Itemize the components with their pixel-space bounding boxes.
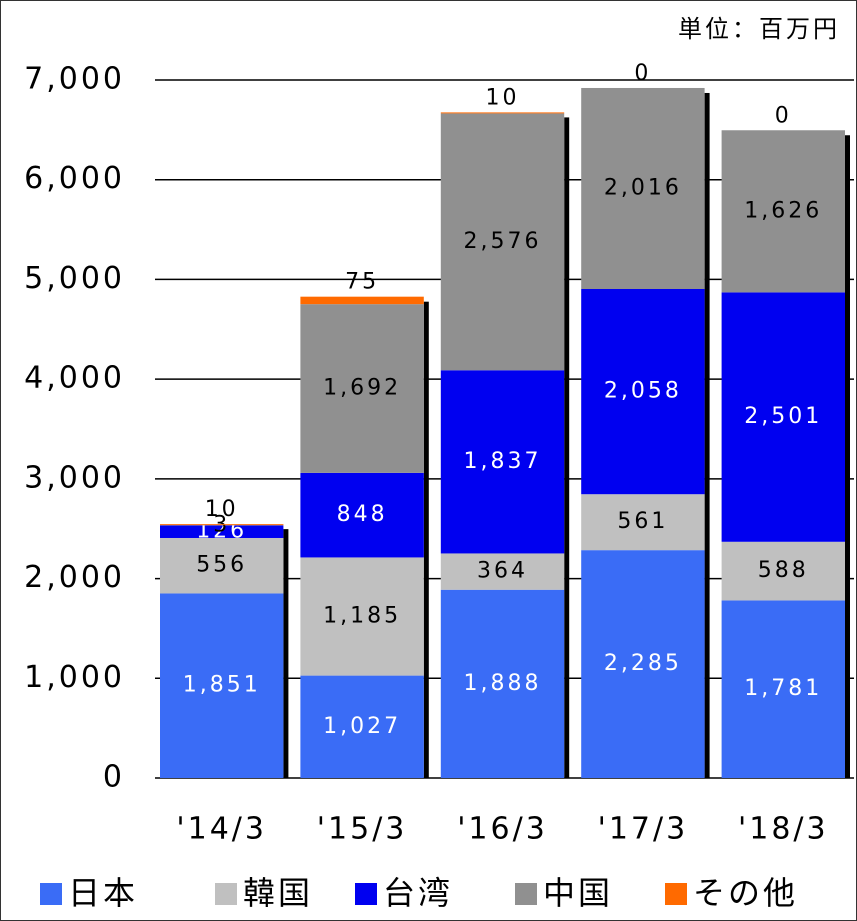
bar-segment (581, 87, 705, 290)
value-label: 126 (196, 519, 247, 544)
value-label: 556 (196, 553, 247, 578)
x-tick-label: '14/3 (176, 812, 267, 847)
legend-swatch (515, 883, 537, 905)
bar-segment (300, 304, 424, 473)
bar-segment (721, 292, 845, 542)
legend-swatch (215, 883, 237, 905)
bar-segment (721, 130, 845, 293)
legend-label: 台湾 (383, 874, 453, 912)
value-label: 75 (345, 270, 379, 295)
legend-label: その他 (693, 874, 798, 912)
bar-shadow (564, 117, 570, 778)
bar-segment (300, 557, 424, 676)
bar-shadow (283, 529, 289, 778)
value-label: 1,851 (183, 673, 261, 698)
value-label: 1,692 (323, 376, 401, 401)
value-label: 2,501 (744, 404, 822, 429)
legend-label: 日本 (68, 874, 138, 912)
legend-swatch (40, 883, 62, 905)
value-label: 588 (758, 558, 809, 583)
x-tick-label: '17/3 (598, 812, 689, 847)
bar-shadow (423, 301, 429, 778)
bar-segment (440, 370, 565, 554)
bar-segment (581, 289, 705, 495)
value-label: 1,027 (323, 714, 401, 739)
bar-segment (300, 296, 424, 305)
bar-segment (581, 494, 705, 551)
value-label: 0 (634, 61, 651, 86)
bar-segment (721, 541, 845, 601)
bar-segment (160, 524, 284, 526)
y-tick-label: 7,000 (24, 62, 125, 97)
bar-segment (160, 525, 284, 538)
x-tick-label: '16/3 (457, 812, 548, 847)
bar-segment (440, 553, 565, 590)
y-tick-label: 4,000 (24, 361, 125, 396)
bar-segment (721, 600, 845, 778)
value-label: 1,781 (744, 676, 822, 701)
value-label: 2,058 (604, 379, 682, 404)
value-label: 848 (337, 502, 388, 527)
y-tick-label: 2,000 (24, 560, 125, 595)
legend-label: 韓国 (243, 874, 313, 912)
value-label: 1,626 (744, 198, 822, 223)
x-tick-label: '15/3 (317, 812, 408, 847)
y-tick-label: 0 (103, 760, 125, 795)
legend-swatch (665, 883, 687, 905)
bar-segment (160, 537, 284, 594)
legend-label: 中国 (543, 874, 613, 912)
y-tick-label: 5,000 (24, 261, 125, 296)
y-tick-label: 6,000 (24, 161, 125, 196)
y-tick-label: 1,000 (24, 660, 125, 695)
bar-segment (581, 550, 705, 778)
unit-label: 単位：百万円 (678, 15, 840, 43)
value-label: 1,185 (323, 604, 401, 629)
bar-segment (160, 593, 284, 778)
value-label: 364 (477, 559, 528, 584)
bar-segment (440, 113, 565, 371)
value-label: 2,016 (604, 175, 682, 200)
bar-shadow (704, 92, 710, 778)
value-label: 1,888 (464, 671, 542, 696)
bar-segment (440, 589, 565, 778)
value-label: 561 (617, 509, 668, 534)
value-label: 2,285 (604, 651, 682, 676)
bar-segment (440, 112, 565, 114)
x-tick-label: '18/3 (738, 812, 829, 847)
bar-shadow (845, 135, 850, 779)
value-label: 0 (775, 103, 792, 128)
legend-swatch (355, 883, 377, 905)
y-tick-label: 3,000 (24, 460, 125, 495)
value-label: 10 (486, 85, 520, 110)
value-label: 10 (205, 497, 239, 522)
value-label: 2,576 (464, 229, 542, 254)
bar-segment (300, 472, 424, 558)
bar-segment (300, 675, 424, 778)
value-label: 1,837 (464, 449, 542, 474)
